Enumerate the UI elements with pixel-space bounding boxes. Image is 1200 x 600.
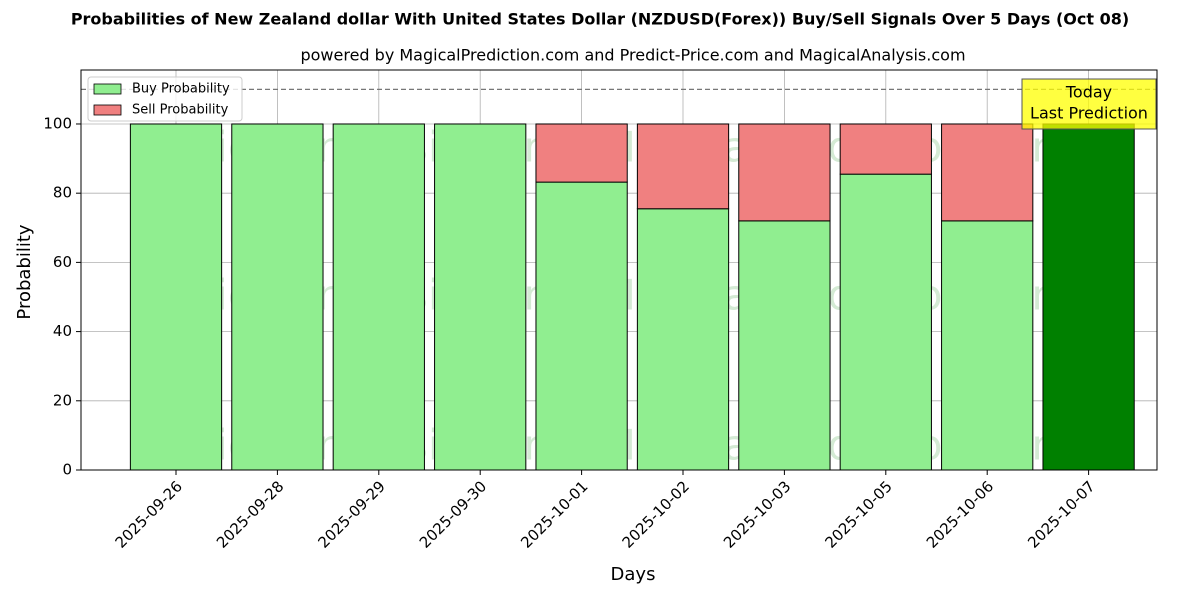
bar — [434, 123, 527, 471]
x-tick-label: 2025-10-07 — [1024, 477, 1098, 551]
y-tick-label: 40 — [53, 322, 72, 340]
bar — [839, 173, 932, 471]
bar — [535, 123, 628, 183]
bar — [332, 123, 425, 471]
x-tick-label: 2025-09-26 — [112, 477, 186, 551]
bar — [839, 123, 932, 175]
bar — [636, 123, 730, 210]
annotation-text: Last Prediction — [1030, 104, 1148, 123]
legend-label: Sell Probability — [132, 103, 229, 118]
x-tick-label: 2025-10-03 — [720, 477, 794, 551]
legend-swatch — [93, 83, 122, 95]
bar — [1042, 123, 1135, 471]
x-tick-label: 2025-10-02 — [619, 477, 693, 551]
x-tick-label: 2025-09-28 — [213, 477, 287, 551]
bar — [941, 123, 1034, 222]
x-tick-label: 2025-09-30 — [416, 477, 490, 551]
bar — [231, 123, 324, 471]
annotation-text: Today — [1065, 83, 1112, 102]
bar — [941, 220, 1034, 471]
legend-label: Buy Probability — [132, 82, 230, 97]
bar — [738, 220, 831, 471]
y-tick-label: 80 — [53, 184, 72, 202]
bar — [738, 123, 831, 222]
y-tick-label: 100 — [43, 114, 72, 132]
x-tick-label: 2025-10-01 — [517, 477, 591, 551]
bar — [535, 181, 628, 471]
legend-swatch — [93, 104, 122, 116]
bar — [636, 208, 730, 471]
x-tick-label: 2025-10-06 — [923, 477, 997, 551]
y-tick-label: 60 — [53, 253, 72, 271]
bar — [129, 123, 223, 471]
legend-box — [87, 76, 243, 122]
y-tick-label: 20 — [53, 391, 72, 409]
annotation-box — [1021, 78, 1157, 130]
y-tick-label: 0 — [62, 461, 72, 479]
plot-frame — [80, 69, 1158, 471]
x-tick-label: 2025-09-29 — [314, 477, 388, 551]
x-axis-label: Days — [611, 564, 656, 585]
chart-title: Probabilities of New Zealand dollar With… — [71, 10, 1129, 29]
chart-subtitle: powered by MagicalPrediction.com and Pre… — [300, 46, 965, 65]
x-tick-label: 2025-10-05 — [821, 477, 895, 551]
y-axis-label: Probability — [14, 224, 35, 319]
